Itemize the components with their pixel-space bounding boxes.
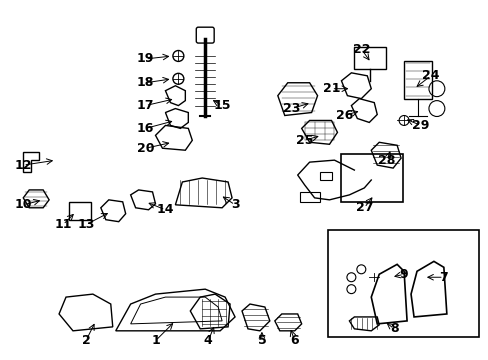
Text: 27: 27 — [355, 201, 372, 214]
Text: 15: 15 — [213, 99, 230, 112]
Text: 28: 28 — [378, 154, 395, 167]
Text: 7: 7 — [439, 271, 447, 284]
Text: 19: 19 — [137, 53, 154, 66]
Bar — [354, 47, 386, 69]
Text: 23: 23 — [283, 102, 300, 115]
Text: 12: 12 — [15, 159, 32, 172]
Bar — [319, 172, 331, 180]
Text: 4: 4 — [203, 334, 212, 347]
Text: 16: 16 — [137, 122, 154, 135]
Bar — [299, 192, 319, 202]
Text: 17: 17 — [137, 99, 154, 112]
Text: 1: 1 — [151, 334, 160, 347]
Bar — [327, 230, 478, 337]
Text: 20: 20 — [137, 142, 154, 155]
Text: 26: 26 — [335, 109, 352, 122]
Text: 14: 14 — [156, 203, 174, 216]
Text: 6: 6 — [290, 334, 299, 347]
Text: 11: 11 — [54, 218, 72, 231]
Text: 5: 5 — [257, 334, 266, 347]
Bar — [69, 202, 91, 220]
Text: 9: 9 — [399, 268, 407, 281]
Text: 25: 25 — [295, 134, 313, 147]
Text: 10: 10 — [15, 198, 32, 211]
Text: 2: 2 — [81, 334, 90, 347]
Text: 3: 3 — [230, 198, 239, 211]
Text: 21: 21 — [322, 82, 340, 95]
Text: 13: 13 — [77, 218, 94, 231]
Bar — [341, 154, 402, 202]
Bar — [403, 61, 431, 99]
Text: 29: 29 — [411, 119, 429, 132]
Text: 8: 8 — [389, 322, 398, 336]
Text: 24: 24 — [421, 69, 439, 82]
Text: 18: 18 — [137, 76, 154, 89]
Text: 22: 22 — [352, 42, 369, 55]
